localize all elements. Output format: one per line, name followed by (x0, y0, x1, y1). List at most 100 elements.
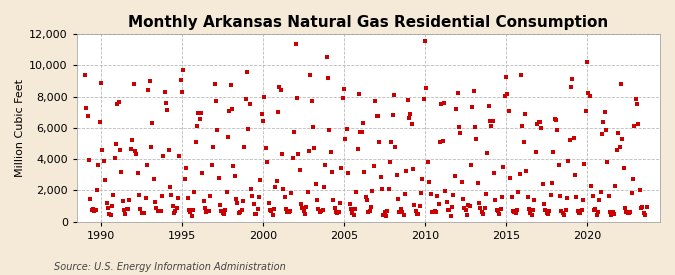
Point (292, 96, 302, 100)
Point (144, 79, 155, 83)
Point (116, 169, 127, 174)
Point (409, 203, 420, 208)
Point (543, 212, 554, 216)
Point (639, 210, 649, 215)
Point (228, 164, 239, 169)
Point (467, 105, 478, 109)
Point (97, 147, 108, 152)
Point (494, 212, 505, 216)
Point (347, 210, 358, 215)
Point (602, 160, 613, 164)
Point (332, 211, 343, 215)
Point (539, 202, 549, 206)
Point (159, 90, 170, 94)
Point (552, 128, 563, 132)
Point (386, 139, 397, 144)
Point (548, 150, 559, 155)
Point (186, 214, 197, 218)
Point (423, 160, 433, 164)
Point (310, 182, 321, 187)
Point (490, 198, 501, 202)
Point (273, 109, 284, 114)
Point (431, 210, 441, 214)
Point (551, 117, 562, 122)
Point (385, 160, 396, 164)
Point (279, 194, 290, 199)
Point (392, 173, 402, 178)
Point (599, 110, 610, 114)
Point (85, 197, 96, 202)
Point (448, 193, 459, 197)
Point (509, 210, 520, 215)
Point (201, 210, 212, 214)
Point (352, 146, 363, 151)
Point (155, 209, 166, 214)
Point (188, 208, 198, 212)
Point (297, 205, 308, 210)
Point (512, 208, 522, 212)
Point (286, 191, 297, 196)
Point (585, 94, 595, 98)
Point (598, 119, 609, 124)
Point (406, 122, 417, 126)
Point (185, 210, 196, 214)
Point (306, 99, 317, 103)
Point (324, 128, 335, 132)
Point (86, 208, 97, 212)
Title: Monthly Arkansas Natural Gas Residential Consumption: Monthly Arkansas Natural Gas Residential… (128, 15, 609, 30)
Point (413, 212, 424, 216)
Point (446, 213, 456, 218)
Point (305, 73, 316, 77)
Point (563, 158, 574, 163)
Point (504, 108, 514, 113)
Point (344, 201, 355, 206)
Point (198, 199, 209, 204)
Point (173, 196, 184, 200)
Point (289, 130, 300, 134)
Point (112, 102, 123, 106)
Point (418, 97, 429, 101)
Point (513, 190, 524, 195)
Point (612, 148, 622, 153)
Point (317, 208, 328, 212)
Point (364, 208, 375, 213)
Point (556, 208, 567, 213)
Point (378, 212, 389, 217)
Point (184, 208, 194, 212)
Point (246, 187, 256, 192)
Point (621, 210, 632, 214)
Point (618, 166, 629, 170)
Point (270, 185, 281, 189)
Point (167, 204, 178, 208)
Point (277, 152, 288, 157)
Point (319, 184, 329, 189)
Point (211, 99, 221, 103)
Point (373, 114, 383, 119)
Point (240, 97, 251, 101)
Point (481, 192, 491, 196)
Point (238, 199, 248, 203)
Point (147, 121, 158, 125)
Point (212, 128, 223, 132)
Point (207, 163, 217, 167)
Point (296, 202, 306, 206)
Point (433, 202, 444, 206)
Point (489, 170, 500, 175)
Point (460, 208, 471, 212)
Point (485, 119, 495, 123)
Point (417, 177, 428, 181)
Point (202, 208, 213, 213)
Point (435, 139, 446, 144)
Point (375, 174, 386, 179)
Point (531, 150, 541, 154)
Point (420, 39, 431, 43)
Point (626, 191, 637, 195)
Point (242, 70, 252, 74)
Point (154, 208, 165, 213)
Point (437, 139, 448, 144)
Point (197, 170, 208, 175)
Point (524, 207, 535, 211)
Point (148, 177, 159, 181)
Point (404, 116, 414, 120)
Point (479, 206, 490, 210)
